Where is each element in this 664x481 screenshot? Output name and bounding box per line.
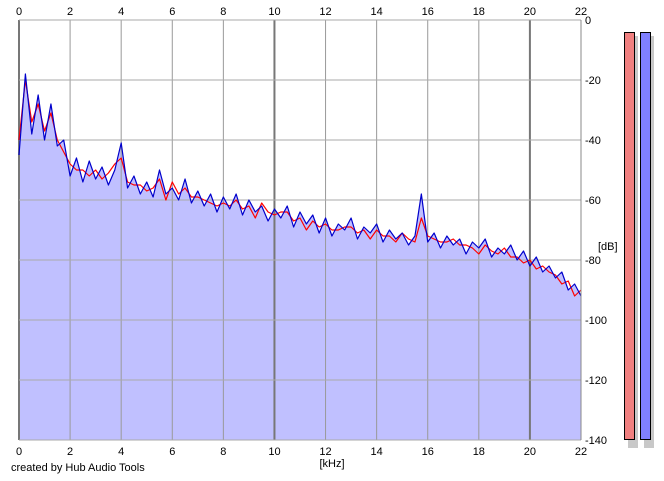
- x-tick-label-top: 8: [220, 6, 226, 18]
- x-tick-label-top: 4: [118, 6, 124, 18]
- x-tick-label-bottom: 4: [118, 446, 124, 458]
- x-axis-label: [kHz]: [319, 458, 344, 470]
- y-tick-label: -100: [585, 315, 607, 327]
- x-tick-label-bottom: 14: [371, 446, 383, 458]
- y-tick-label: -60: [585, 195, 601, 207]
- y-tick-label: 0: [585, 15, 591, 27]
- x-tick-label-top: 14: [371, 6, 383, 18]
- footer-credit: created by Hub Audio Tools: [11, 462, 145, 474]
- x-tick-label-top: 16: [422, 6, 434, 18]
- right-level-meter: [640, 32, 651, 440]
- x-tick-label-bottom: 6: [169, 446, 175, 458]
- x-tick-label-bottom: 10: [268, 446, 280, 458]
- x-tick-label-bottom: 12: [319, 446, 331, 458]
- x-tick-label-bottom: 2: [67, 446, 73, 458]
- x-tick-label-top: 20: [524, 6, 536, 18]
- y-tick-label: -80: [585, 255, 601, 267]
- x-tick-label-bottom: 20: [524, 446, 536, 458]
- x-tick-label-top: 18: [473, 6, 485, 18]
- series-left-line: [18, 79, 582, 297]
- x-tick-label-top: 12: [319, 6, 331, 18]
- y-tick-label: -20: [585, 75, 601, 87]
- spectrum-fill: [19, 74, 581, 440]
- x-tick-label-top: 10: [268, 6, 280, 18]
- x-tick-label-bottom: 0: [16, 446, 22, 458]
- y-axis-label: [dB]: [598, 241, 618, 253]
- left-level-meter: [624, 32, 635, 440]
- y-tick-label: -140: [585, 435, 607, 447]
- x-tick-label-top: 2: [67, 6, 73, 18]
- x-tick-label-bottom: 18: [473, 446, 485, 458]
- x-tick-label-top: 22: [575, 6, 587, 18]
- x-tick-label-bottom: 22: [575, 446, 587, 458]
- series-right-line: [18, 73, 582, 297]
- y-tick-label: -120: [585, 375, 607, 387]
- x-tick-label-top: 0: [16, 6, 22, 18]
- y-tick-label: -40: [585, 135, 601, 147]
- x-tick-label-top: 6: [169, 6, 175, 18]
- x-tick-label-bottom: 16: [422, 446, 434, 458]
- x-tick-label-bottom: 8: [220, 446, 226, 458]
